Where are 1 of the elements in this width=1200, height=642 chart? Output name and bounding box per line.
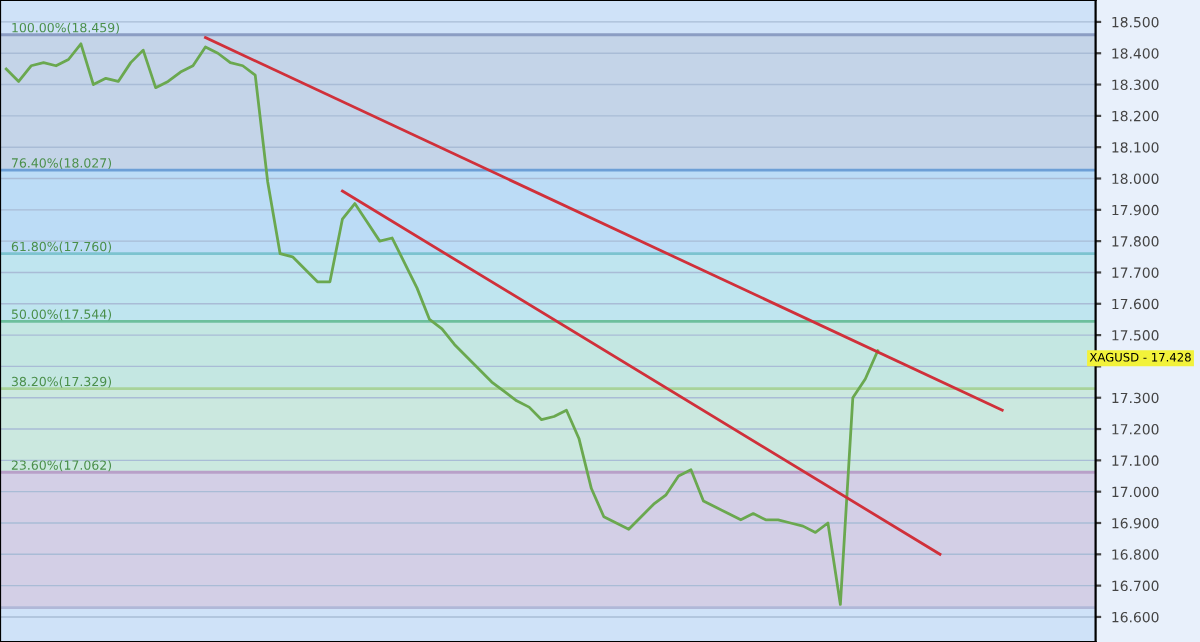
line-series <box>4 42 880 606</box>
